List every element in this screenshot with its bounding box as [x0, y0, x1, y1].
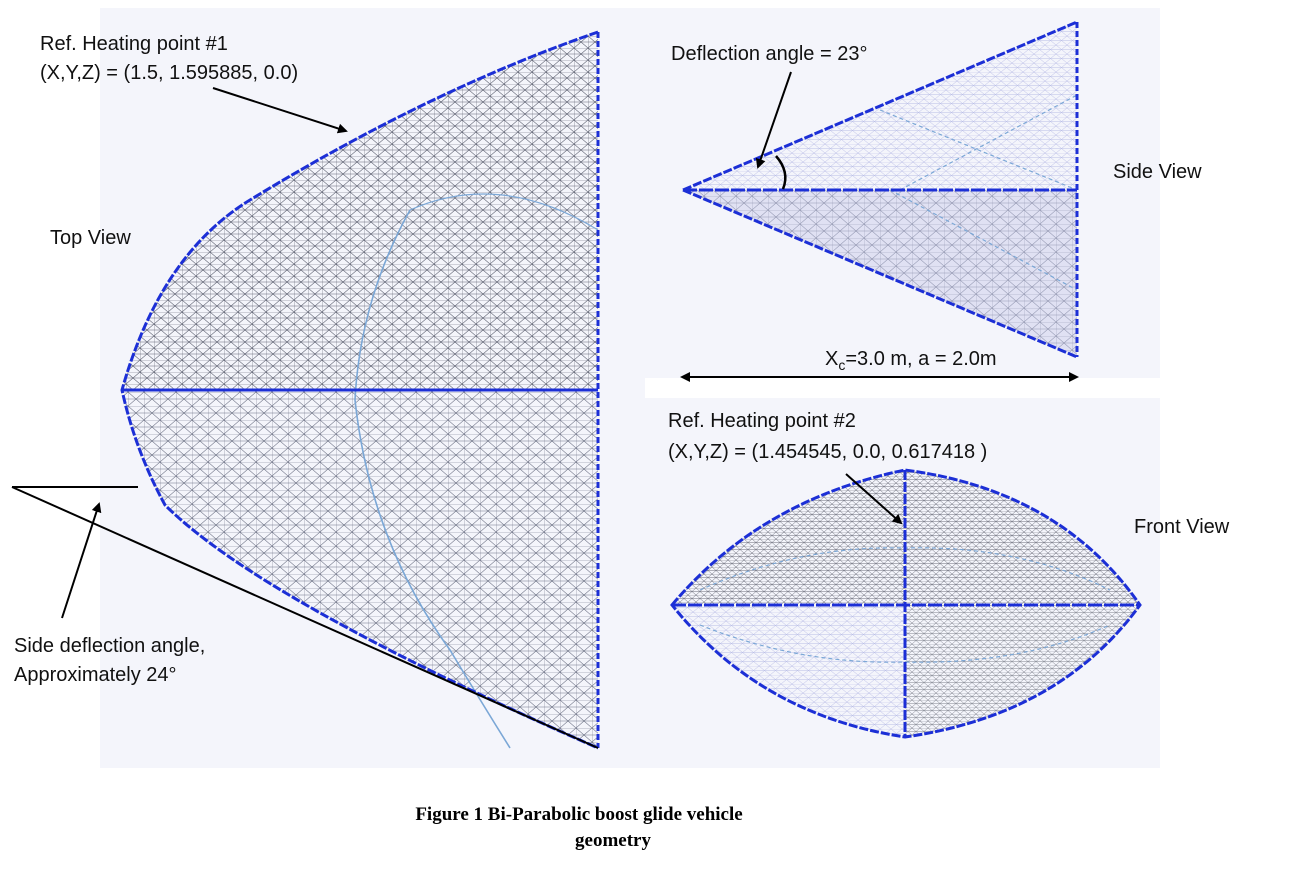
deflection-angle-arc	[775, 155, 787, 190]
top-view-contour-curve	[354, 209, 511, 749]
heating-point-1-coords: (X,Y,Z) = (1.5, 1.595885, 0.0)	[40, 62, 298, 84]
side-angle-label-line2: Approximately 24°	[14, 664, 177, 686]
front-view-upper-right	[905, 470, 1140, 605]
figure-caption-line2: geometry	[575, 830, 651, 851]
side-view-contour-3	[889, 189, 1078, 291]
side-view-title: Side View	[1113, 161, 1202, 183]
heating-point-1-title: Ref. Heating point #1	[40, 33, 228, 55]
front-view-lower-left	[672, 605, 905, 737]
heating-point-2-coords: (X,Y,Z) = (1.454545, 0.0, 0.617418 )	[668, 441, 987, 463]
side-view-bottom-edge	[682, 188, 1078, 359]
deflection-angle-arrow	[755, 71, 792, 169]
front-view-upper-left	[672, 470, 905, 605]
side-angle-slant-line	[11, 486, 599, 749]
side-view-diagram	[682, 20, 1079, 359]
side-view-top-edge	[682, 20, 1078, 192]
side-view-contour-1	[879, 109, 1078, 191]
top-view-upper-surface	[122, 32, 598, 390]
dim-subscript: c	[838, 357, 845, 373]
side-angle-arrow	[61, 502, 102, 619]
heating-point-1-arrow	[212, 87, 348, 134]
top-view-lower-surface	[122, 390, 598, 748]
deflection-angle-label: Deflection angle = 23°	[671, 43, 867, 65]
front-view-lower-right	[905, 605, 1140, 737]
side-view-contour-2	[899, 94, 1078, 191]
front-view-inner-contour-lower	[699, 624, 1111, 663]
top-view-contour-arc	[409, 193, 599, 231]
top-view-title: Top View	[50, 227, 131, 249]
dim-prefix: X	[825, 348, 838, 370]
figure-caption-line1: Figure 1 Bi-Parabolic boost glide vehicl…	[415, 804, 742, 825]
length-dimension-label: Xc=3.0 m, a = 2.0m	[825, 348, 997, 373]
dim-rest: =3.0 m, a = 2.0m	[845, 348, 996, 370]
side-angle-label-line1: Side deflection angle,	[14, 635, 205, 657]
front-view-title: Front View	[1134, 516, 1230, 538]
heating-point-2-title: Ref. Heating point #2	[668, 410, 856, 432]
top-view-diagram	[120, 30, 600, 750]
heating-point-2-arrow	[845, 473, 903, 525]
front-view-diagram	[670, 468, 1142, 739]
